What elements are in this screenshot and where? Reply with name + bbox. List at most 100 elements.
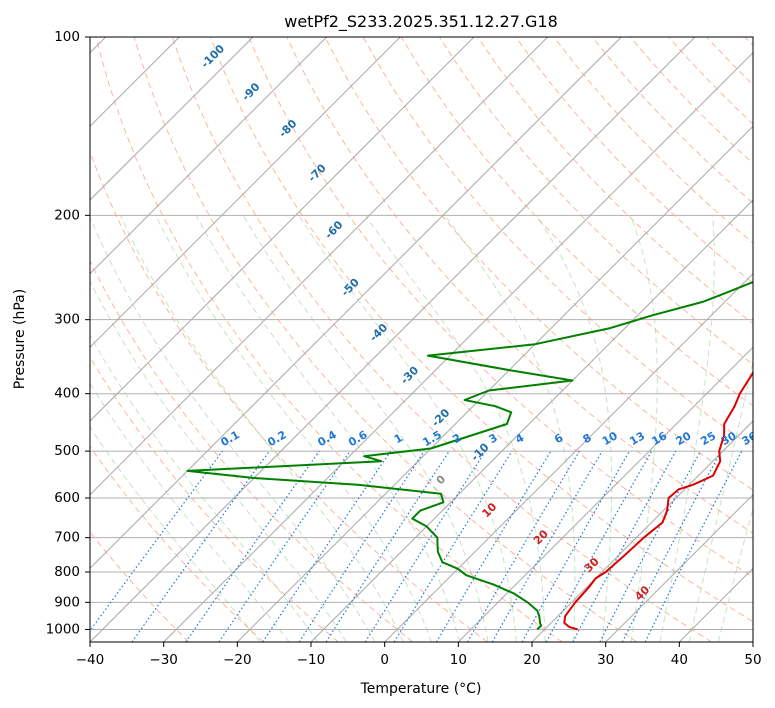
mixing-ratio-label: 6	[552, 431, 565, 446]
mixing-ratio-line	[90, 450, 223, 632]
isotherm-line	[752, 641, 753, 642]
y-tick-label: 300	[54, 312, 80, 328]
isotherm-line	[605, 493, 753, 642]
isotherm-line	[163, 51, 753, 642]
isotherm-label: -60	[322, 218, 345, 241]
mixing-ratio-label: 25	[698, 429, 718, 448]
y-tick-label: 800	[54, 564, 80, 580]
moist-adiabat-line	[688, 358, 753, 642]
y-tick-label: 700	[54, 530, 80, 546]
dry-adiabat-line	[90, 259, 414, 642]
moist-adiabat-line	[364, 215, 546, 642]
wet-bulb-label: 10	[479, 500, 499, 520]
mixing-ratio-label: 13	[627, 429, 647, 448]
x-tick-label: −20	[223, 652, 252, 668]
mixing-ratio-label: 0.6	[346, 428, 370, 449]
y-tick-label: 600	[54, 490, 80, 506]
x-tick-label: 0	[380, 652, 389, 668]
x-tick-label: 10	[450, 652, 467, 668]
moist-adiabat-line	[90, 382, 290, 642]
moist-adiabat-line	[659, 215, 715, 642]
mixing-ratio-line	[393, 450, 513, 642]
mixing-ratio-line	[131, 450, 270, 642]
dry-adiabat-line	[744, 37, 753, 47]
mixing-ratio-label: 0.2	[265, 428, 288, 449]
isotherm-line	[90, 37, 401, 349]
x-tick-label: −30	[149, 652, 178, 668]
isotherm-line	[90, 37, 328, 275]
x-axis-label: Temperature (°C)	[360, 681, 482, 697]
moist-adiabat-line	[717, 506, 753, 642]
mixing-ratio-label: 0.4	[315, 428, 339, 449]
x-tick-label: 40	[671, 652, 688, 668]
isotherm-label: -80	[276, 117, 299, 140]
mixing-ratio-line	[262, 450, 392, 642]
temperature-profile	[563, 370, 753, 631]
moist-adiabat-line	[536, 215, 613, 642]
mixing-ratio-label: 10	[600, 429, 620, 448]
isotherm-line	[90, 37, 475, 422]
isotherm-label: -90	[239, 80, 262, 103]
dry-adiabat-line	[477, 37, 753, 325]
mixing-ratio-label: 36	[740, 429, 760, 448]
isotherm-label: -10	[468, 440, 491, 463]
chart-title: wetPf2_S233.2025.351.12.27.G18	[284, 12, 558, 32]
moist-adiabat-line	[195, 215, 461, 642]
dry-adiabat-line	[515, 37, 753, 284]
dry-adiabat-line	[248, 37, 753, 578]
x-axis-ticks: −40 −30 −20 −10 0 10 20 30 40 50	[76, 642, 762, 668]
wet-bulb-label: 0	[434, 472, 449, 487]
moist-adiabat-line	[155, 215, 432, 642]
x-tick-label: −40	[76, 652, 105, 668]
isotherms	[90, 37, 753, 642]
dry-adiabats	[90, 37, 753, 642]
moist-adiabat-line	[90, 334, 319, 642]
moist-adiabat-line	[444, 215, 576, 642]
isotherm-line	[384, 272, 753, 642]
y-tick-label: 900	[54, 594, 80, 610]
dry-adiabat-line	[591, 37, 753, 204]
isotherm-line	[90, 37, 254, 201]
dry-adiabat-line	[90, 531, 190, 642]
mixing-ratio-line	[599, 450, 702, 642]
moist-adiabats	[90, 215, 753, 642]
mixing-ratio-label: 4	[513, 431, 526, 446]
mixing-ratio-line	[325, 450, 450, 642]
mixing-ratio-line	[545, 450, 653, 642]
dry-adiabat-line	[706, 37, 753, 86]
x-tick-label: 50	[744, 652, 761, 668]
y-tick-label: 1000	[46, 621, 80, 637]
isotherm-line	[90, 37, 622, 570]
x-tick-label: 20	[523, 652, 540, 668]
isotherm-label: -20	[429, 406, 452, 429]
isotherm-line	[236, 125, 753, 642]
isotherm-line	[678, 567, 753, 642]
mixing-ratio-line	[644, 450, 743, 642]
mixing-ratio-line	[298, 450, 425, 642]
profile-series	[186, 281, 753, 631]
isotherm-line	[531, 420, 753, 642]
dry-adiabat-line	[90, 150, 488, 642]
x-tick-label: −10	[297, 652, 326, 668]
moist-adiabat-line	[630, 215, 658, 642]
y-axis-label: Pressure (hPa)	[12, 289, 28, 389]
pressure-grid	[90, 37, 753, 630]
mixing-ratio-label: 16	[649, 429, 669, 448]
isotherm-line	[90, 37, 549, 496]
moist-adiabat-line	[90, 279, 347, 642]
dry-adiabat-line	[90, 445, 264, 642]
y-tick-label: 400	[54, 386, 80, 402]
isotherm-line	[310, 199, 753, 642]
moist-adiabat-line	[298, 215, 517, 642]
dry-adiabat-line	[171, 37, 712, 642]
moist-adiabat-line	[90, 426, 261, 642]
line-labels: -100-90-80-70-60-50-40-30-20-100.1 0.2 0.4…	[199, 42, 760, 603]
wet-bulb-label: 40	[632, 583, 652, 603]
isotherm-label: -30	[398, 363, 421, 386]
mixing-ratio-line	[185, 450, 320, 642]
mixing-ratio-label: 0.1	[218, 428, 241, 449]
y-axis-ticks: 100 200 300 400 500 600 700 800 900 1000	[46, 29, 90, 637]
mixing-ratio-line	[572, 450, 677, 642]
y-tick-label: 200	[54, 207, 80, 223]
